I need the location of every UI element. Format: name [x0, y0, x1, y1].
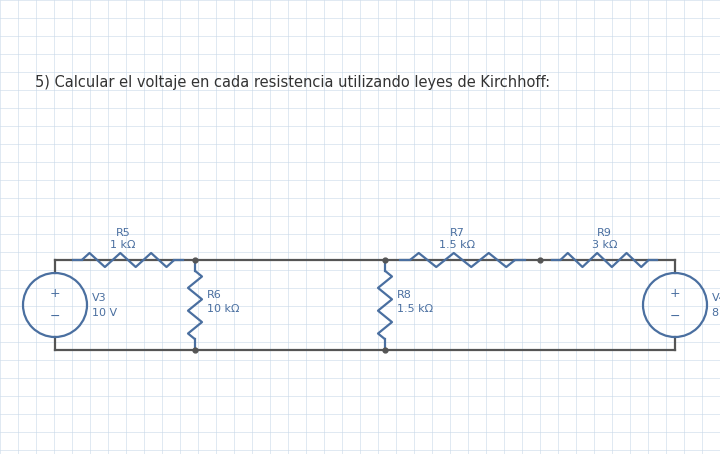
Text: +: + [50, 287, 60, 300]
Text: 1 kΩ: 1 kΩ [110, 240, 136, 250]
Text: V4: V4 [712, 293, 720, 303]
Text: −: − [50, 310, 60, 323]
Text: 10 kΩ: 10 kΩ [207, 304, 240, 314]
Text: 1.5 kΩ: 1.5 kΩ [439, 240, 476, 250]
Text: R6: R6 [207, 290, 222, 300]
Text: R8: R8 [397, 290, 412, 300]
Text: 3 kΩ: 3 kΩ [592, 240, 617, 250]
Text: R7: R7 [450, 228, 465, 238]
Text: 5) Calcular el voltaje en cada resistencia utilizando leyes de Kirchhoff:: 5) Calcular el voltaje en cada resistenc… [35, 74, 550, 89]
Text: 10 V: 10 V [92, 308, 117, 318]
Text: R5: R5 [116, 228, 130, 238]
Text: +: + [670, 287, 680, 300]
Text: R9: R9 [597, 228, 612, 238]
Text: V3: V3 [92, 293, 107, 303]
Text: 8 V: 8 V [712, 308, 720, 318]
Text: −: − [670, 310, 680, 323]
Text: 1.5 kΩ: 1.5 kΩ [397, 304, 433, 314]
